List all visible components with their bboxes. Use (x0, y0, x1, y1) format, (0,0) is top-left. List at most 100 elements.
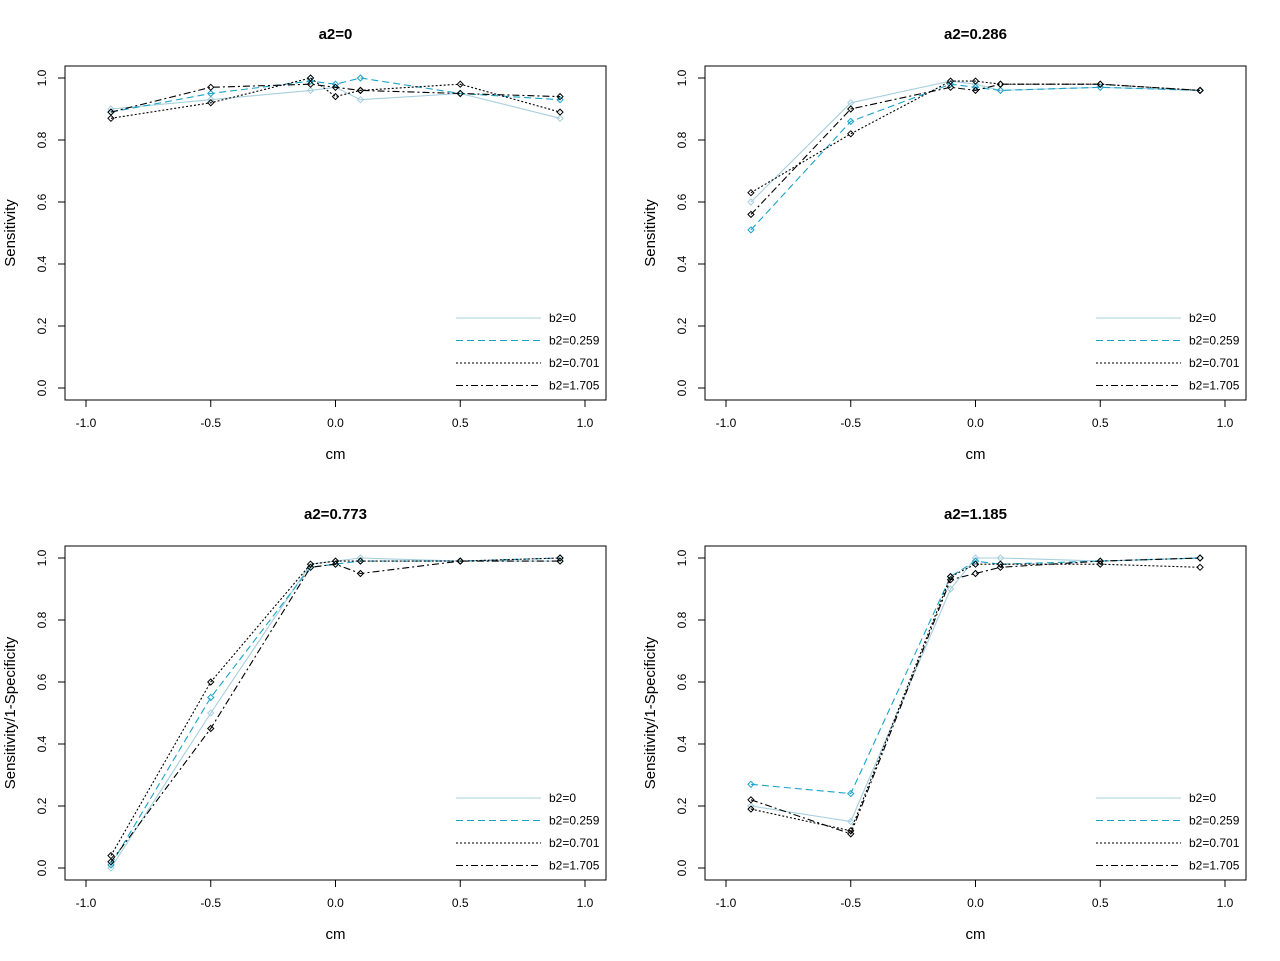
y-tick-label: 1.0 (35, 549, 49, 566)
y-tick-label: 0.2 (675, 797, 689, 814)
data-point (356, 557, 365, 565)
data-point (1096, 80, 1104, 88)
data-point (456, 89, 464, 98)
data-point (1096, 83, 1104, 92)
x-tick-label: -1.0 (716, 416, 737, 430)
legend-label: b2=0.701 (1189, 836, 1240, 850)
data-point (306, 77, 315, 85)
y-axis-label: Sensitivity/1-Specificity (2, 636, 19, 789)
x-tick-label: -1.0 (716, 896, 737, 910)
series-line (110, 560, 561, 863)
x-axis-label: cm (326, 446, 346, 463)
y-tick-label: 0.8 (675, 131, 689, 148)
series-3 (747, 560, 1204, 835)
x-tick-label: 0.5 (1092, 896, 1109, 910)
series-line (750, 83, 1201, 231)
x-tick-label: -1.0 (76, 896, 97, 910)
data-point (1096, 560, 1104, 568)
y-tick-label: 0.0 (35, 859, 49, 876)
chart-panel-1: a2=0 -1.0 -0.5 0.0 0.5 1.0 0.0 0.2 0.4 0.6 0.8 1.0 c… (2, 26, 607, 463)
x-tick-label: -0.5 (840, 896, 861, 910)
x-tick-label: 0.0 (967, 896, 984, 910)
series-line (750, 80, 1201, 203)
y-tick-label: 0.4 (35, 735, 49, 752)
data-point (847, 789, 855, 798)
x-tick-label: -1.0 (76, 416, 97, 430)
chart-title: a2=0 (319, 26, 353, 43)
series-line (750, 557, 1201, 835)
plot-frame (704, 65, 1247, 401)
data-point (971, 560, 980, 568)
data-point (556, 92, 564, 101)
x-tick-label: 0.5 (452, 896, 469, 910)
data-point (207, 678, 215, 686)
data-point (356, 569, 365, 578)
data-point (747, 802, 755, 810)
data-point (556, 108, 564, 116)
data-point (996, 560, 1005, 568)
data-point (556, 95, 564, 104)
data-point (306, 80, 315, 88)
y-tick-label: 0.0 (35, 379, 49, 396)
chart-panel-3: a2=0.773 -1.0 -0.5 0.0 0.5 1.0 0.0 0.2 0.4 0.6 0.8… (2, 506, 607, 943)
data-point (747, 780, 755, 789)
data-point (996, 86, 1005, 95)
series-2 (747, 554, 1204, 798)
data-point (456, 80, 464, 88)
x-axis-label: cm (326, 926, 346, 943)
data-point (996, 80, 1005, 88)
legend-label: b2=0.259 (549, 814, 600, 828)
x-tick-label: 1.0 (577, 896, 594, 910)
data-point (107, 864, 115, 872)
x-tick-label: -0.5 (840, 416, 861, 430)
y-tick-label: 0.0 (675, 379, 689, 396)
y-tick-label: 0.6 (35, 673, 49, 690)
legend-label: b2=0.701 (549, 836, 600, 850)
data-point (306, 86, 315, 95)
legend-label: b2=0 (549, 311, 576, 325)
series-line (750, 83, 1201, 215)
legend-label: b2=0.701 (549, 356, 600, 370)
data-point (747, 796, 755, 804)
data-point (747, 210, 755, 219)
x-tick-label: 0.0 (967, 416, 984, 430)
y-tick-label: 1.0 (675, 69, 689, 86)
series-2 (107, 74, 564, 116)
series-line (110, 557, 561, 869)
legend-label: b2=1.705 (549, 379, 600, 393)
series-1 (747, 77, 1204, 206)
legend-label: b2=0 (549, 791, 576, 805)
data-point (107, 114, 115, 123)
legend: b2=0 b2=0.259 b2=0.701 b2=1.705 (1096, 791, 1240, 873)
plot-frame (64, 65, 607, 401)
legend: b2=0 b2=0.259 b2=0.701 b2=1.705 (456, 791, 600, 873)
data-point (747, 198, 755, 206)
y-tick-label: 0.8 (35, 611, 49, 628)
data-point (847, 105, 855, 113)
data-point (847, 130, 855, 138)
legend-label: b2=0 (1189, 791, 1216, 805)
data-point (847, 817, 855, 826)
chart-panel-4: a2=1.185 -1.0 -0.5 0.0 0.5 1.0 0.0 0.2 0.4 0.6 0.8… (642, 506, 1247, 943)
chart-title: a2=0.773 (304, 506, 367, 523)
series-3 (107, 554, 564, 860)
y-axis-label: Sensitivity (642, 199, 659, 267)
y-tick-label: 0.6 (675, 193, 689, 210)
y-tick-label: 0.8 (675, 611, 689, 628)
data-point (107, 108, 115, 116)
y-tick-label: 0.2 (35, 317, 49, 334)
data-point (207, 724, 215, 733)
data-point (306, 563, 315, 572)
legend-label: b2=0.259 (1189, 814, 1240, 828)
data-point (356, 95, 365, 104)
data-point (847, 830, 855, 838)
data-point (356, 86, 365, 95)
plot-frame (704, 545, 1247, 881)
y-tick-label: 0.2 (675, 317, 689, 334)
series-line (750, 557, 1201, 795)
series-line (110, 83, 561, 113)
x-tick-label: 0.0 (327, 416, 344, 430)
series-line (110, 86, 561, 119)
series-4 (747, 80, 1204, 219)
data-point (207, 89, 215, 98)
